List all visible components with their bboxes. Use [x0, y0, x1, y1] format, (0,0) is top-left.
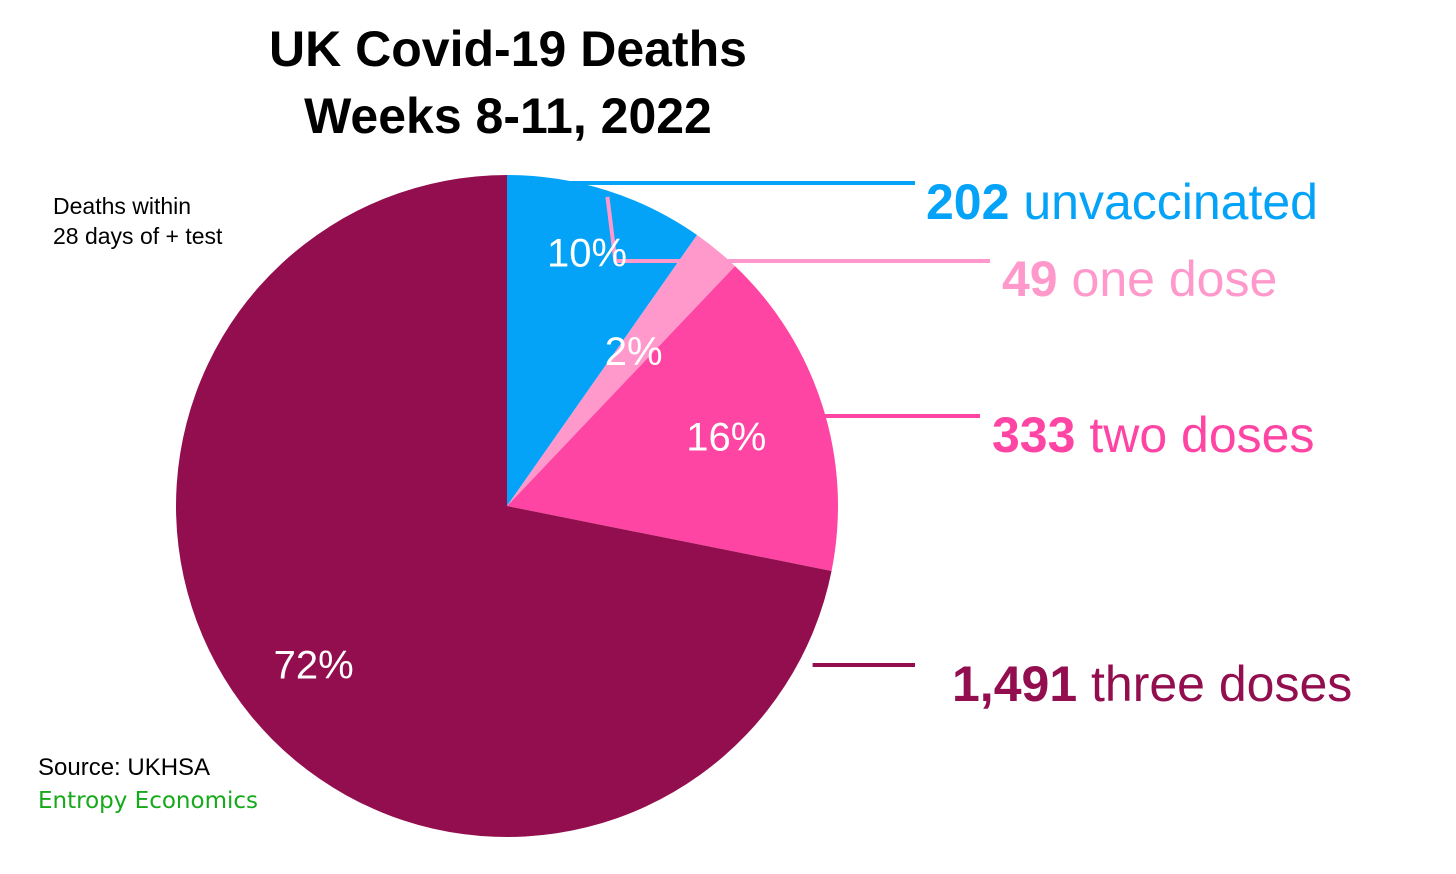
slice-label-1: 49 one dose: [1002, 251, 1277, 307]
chart-title: UK Covid-19 Deaths Weeks 8-11, 2022: [269, 21, 747, 144]
slice-label-0: 202 unvaccinated: [926, 174, 1318, 230]
slice-value-0: 202: [926, 174, 1009, 230]
percent-label-2: 16%: [686, 416, 766, 460]
slice-label-3: 1,491 three doses: [952, 656, 1352, 712]
pie-slice-3: [176, 175, 832, 837]
percent-labels: 10% 2% 16% 72%: [274, 231, 767, 687]
source-text: Source: UKHSA: [38, 754, 210, 781]
pie-slices: [176, 175, 838, 837]
slice-name-2: two doses: [1075, 407, 1314, 463]
pie-slice-2: [507, 266, 838, 571]
pie-slice-1: [507, 235, 736, 507]
leader-line-1: [605, 196, 990, 263]
brand-text: Entropy Economics: [38, 788, 258, 814]
chart-title-line-2: Weeks 8-11, 2022: [304, 88, 712, 144]
slice-value-1: 49: [1002, 251, 1058, 307]
slice-name-3: three doses: [1077, 656, 1352, 712]
slice-value-3: 1,491: [952, 656, 1077, 712]
chart-note-line-1: Deaths within: [53, 193, 191, 219]
leader-lines: [509, 181, 990, 667]
slice-labels: 202 unvaccinated 49 one dose 333 two doses…: [926, 174, 1352, 712]
chart-title-line-1: UK Covid-19 Deaths: [269, 21, 747, 77]
chart-note: Deaths within 28 days of + test: [53, 193, 223, 249]
percent-label-3: 72%: [274, 643, 354, 687]
chart-note-line-2: 28 days of + test: [53, 223, 223, 249]
pie-slice-0: [507, 175, 698, 506]
slice-name-0: unvaccinated: [1009, 174, 1318, 230]
slice-value-2: 333: [992, 407, 1075, 463]
percent-label-1: 2%: [605, 330, 663, 374]
slice-label-2: 333 two doses: [992, 407, 1314, 463]
slice-name-1: one dose: [1058, 251, 1278, 307]
percent-label-0: 10%: [547, 231, 627, 275]
